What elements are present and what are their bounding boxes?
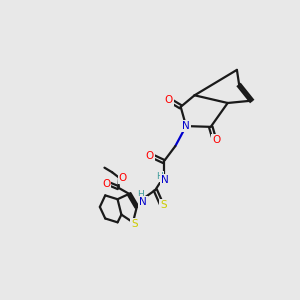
- Text: N: N: [182, 121, 190, 131]
- Text: H: H: [137, 190, 144, 199]
- Text: O: O: [146, 151, 154, 161]
- Text: O: O: [119, 173, 127, 183]
- Text: S: S: [131, 219, 138, 229]
- Text: H: H: [157, 172, 163, 181]
- Text: N: N: [161, 175, 169, 185]
- Text: O: O: [164, 95, 172, 105]
- Text: O: O: [212, 135, 220, 145]
- Text: O: O: [102, 179, 110, 189]
- Text: N: N: [139, 196, 147, 206]
- Text: S: S: [160, 200, 167, 210]
